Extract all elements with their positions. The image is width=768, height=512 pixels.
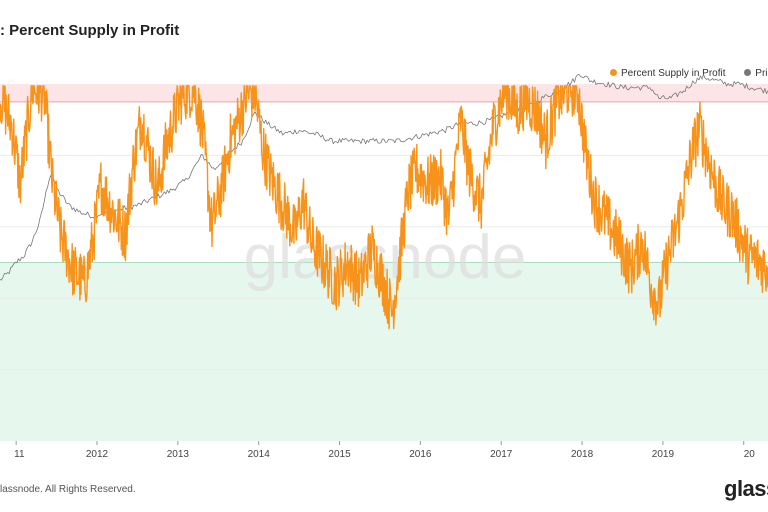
x-tick-label: 2019 — [652, 449, 675, 460]
x-tick-label: 2015 — [328, 449, 351, 460]
x-axis: 11 2012 2013 2014 2015 2016 2017 2018 2019 20 — [14, 441, 755, 460]
legend-label-supply: Percent Supply in Profit — [621, 68, 726, 79]
x-tick-label: 2014 — [248, 449, 271, 460]
legend-dot-price-icon — [744, 68, 752, 76]
x-tick-label: 20 — [744, 449, 756, 460]
footer-copyright: lassnode. All Rights Reserved. — [0, 484, 136, 495]
x-tick-label: 2012 — [86, 449, 109, 460]
x-tick-label: 2013 — [167, 449, 190, 460]
zone-high — [0, 84, 768, 102]
legend-item-price[interactable]: Pri — [744, 68, 768, 79]
chart-title: : Percent Supply in Profit — [0, 22, 180, 39]
legend-label-price: Pri — [755, 68, 768, 79]
x-tick-label: 2018 — [571, 449, 594, 460]
x-tick-label: 11 — [14, 449, 25, 460]
series-layer — [0, 73, 768, 330]
legend-item-supply[interactable]: Percent Supply in Profit — [610, 68, 726, 79]
x-tick-label: 2016 — [409, 449, 432, 460]
x-tick-label: 2017 — [490, 449, 513, 460]
legend: Percent Supply in Profit Pri — [610, 68, 768, 79]
series-line-supply-in-profit — [0, 85, 768, 330]
legend-dot-supply-icon — [610, 68, 617, 76]
brand-logo: glass — [724, 476, 768, 501]
